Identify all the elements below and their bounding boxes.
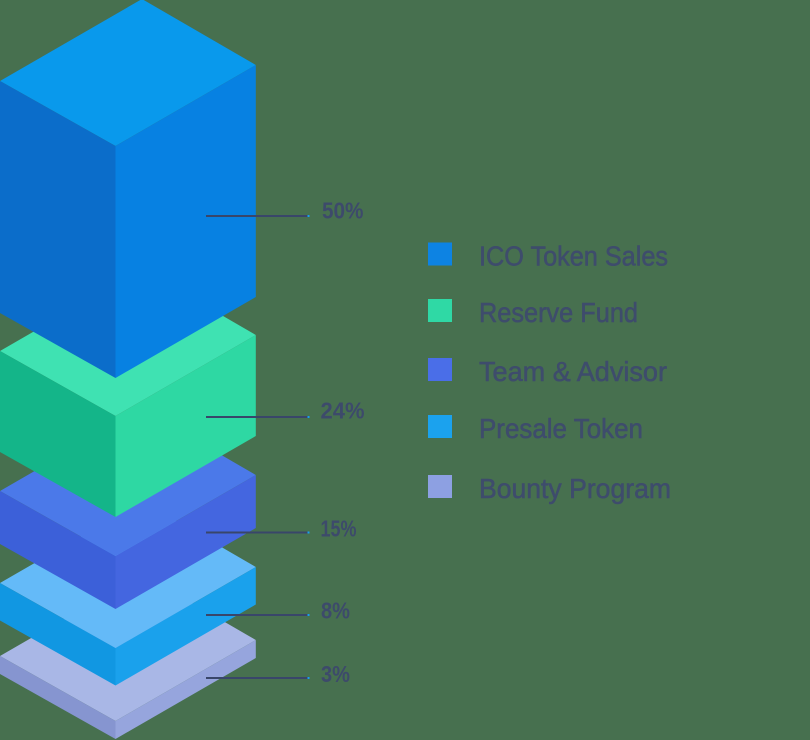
svg-text:Reserve Fund: Reserve Fund — [479, 297, 638, 328]
svg-text:ICO Token Sales: ICO Token Sales — [479, 241, 668, 272]
svg-text:Bounty Program: Bounty Program — [479, 473, 671, 504]
svg-text:8%: 8% — [321, 598, 350, 624]
svg-text:50%: 50% — [322, 198, 364, 224]
svg-text:24%: 24% — [321, 398, 365, 424]
svg-text:Team & Advisor: Team & Advisor — [479, 356, 667, 387]
svg-text:3%: 3% — [321, 661, 350, 687]
svg-text:15%: 15% — [321, 516, 357, 542]
svg-text:Presale Token: Presale Token — [479, 413, 643, 444]
